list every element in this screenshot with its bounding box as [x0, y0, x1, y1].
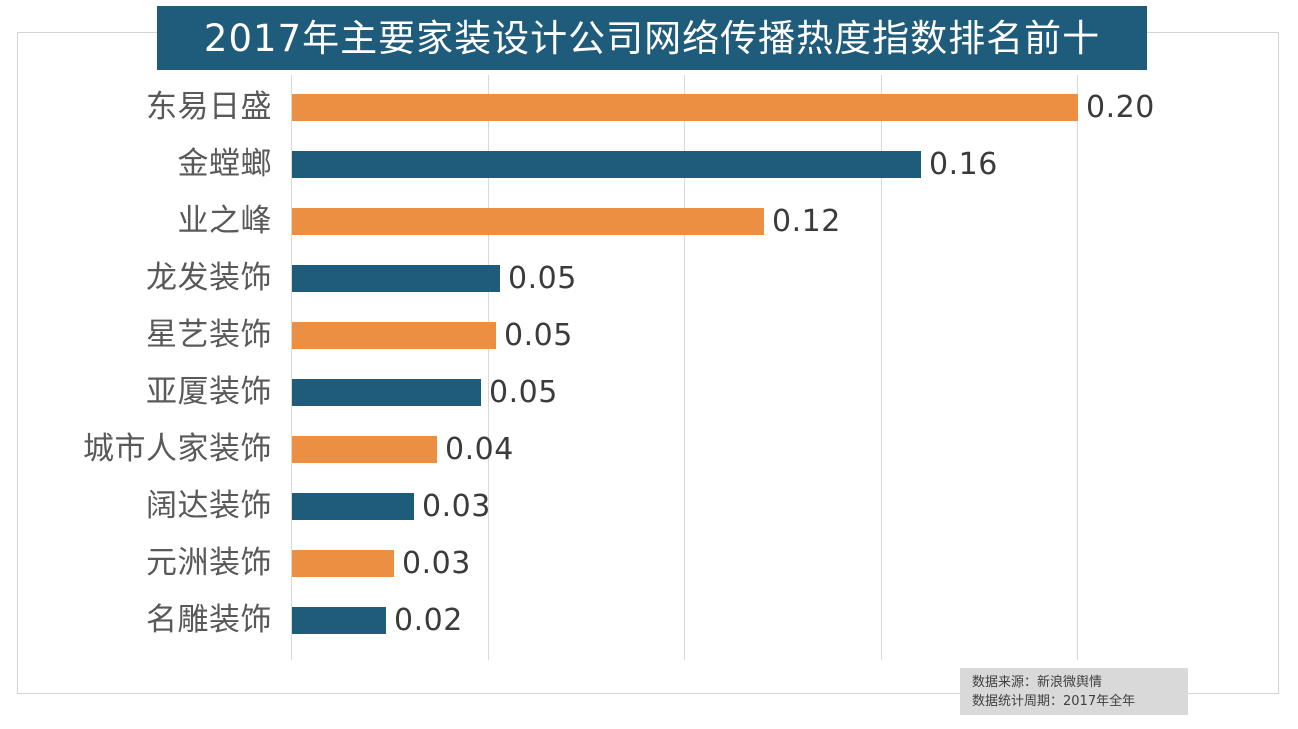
bar-value-label: 0.04: [445, 432, 514, 467]
bar[interactable]: [292, 607, 386, 634]
category-label: 亚厦装饰: [146, 374, 272, 410]
bar-row: 城市人家装饰 0.04: [0, 417, 1298, 474]
category-label: 业之峰: [177, 203, 272, 239]
category-label: 东易日盛: [146, 89, 272, 125]
bar-value-label: 0.20: [1086, 90, 1155, 125]
bar[interactable]: [292, 550, 394, 577]
bar[interactable]: [292, 379, 481, 406]
bar-rows-container: 东易日盛 0.20 金螳螂 0.16 业之峰 0.12 龙发装饰 0.05 星艺装饰 0.05 亚厦…: [0, 75, 1298, 660]
bar[interactable]: [292, 94, 1078, 121]
gridline-3: [880, 75, 882, 660]
category-label: 龙发装饰: [146, 260, 272, 296]
gridline-0: [291, 75, 292, 660]
bar[interactable]: [292, 151, 921, 178]
plot-area: [291, 75, 1078, 660]
category-label: 元洲装饰: [146, 545, 272, 581]
gridline-1: [487, 75, 489, 660]
bar[interactable]: [292, 493, 414, 520]
bar-value-label: 0.05: [508, 261, 577, 296]
gridline-4: [1077, 75, 1078, 660]
bar-row: 东易日盛 0.20: [0, 75, 1298, 132]
source-line-origin: 数据来源：新浪微舆情: [972, 675, 1103, 690]
page-title: 2017年主要家装设计公司网络传播热度指数排名前十: [203, 16, 1101, 60]
source-line-period: 数据统计周期：2017年全年: [972, 694, 1136, 709]
bar-value-label: 0.05: [489, 375, 558, 410]
bar[interactable]: [292, 436, 437, 463]
bar-row: 亚厦装饰 0.05: [0, 360, 1298, 417]
category-label: 阔达装饰: [146, 488, 272, 524]
category-label: 金螳螂: [177, 146, 272, 182]
bar-row: 金螳螂 0.16: [0, 132, 1298, 189]
bar-value-label: 0.16: [929, 147, 998, 182]
bar-row: 阔达装饰 0.03: [0, 474, 1298, 531]
chart-title-banner: 2017年主要家装设计公司网络传播热度指数排名前十: [157, 6, 1147, 70]
bar-value-label: 0.02: [394, 603, 463, 638]
bar-value-label: 0.03: [422, 489, 491, 524]
bar-row: 星艺装饰 0.05: [0, 303, 1298, 360]
source-note: 数据来源：新浪微舆情 数据统计周期：2017年全年: [960, 668, 1188, 715]
category-label: 城市人家装饰: [83, 431, 272, 467]
bar-row: 龙发装饰 0.05: [0, 246, 1298, 303]
bar-value-label: 0.12: [772, 204, 841, 239]
bar-value-label: 0.03: [402, 546, 471, 581]
bar-row: 名雕装饰 0.02: [0, 588, 1298, 645]
category-label: 星艺装饰: [146, 317, 272, 353]
bar-value-label: 0.05: [504, 318, 573, 353]
gridline-2: [684, 75, 685, 660]
bar[interactable]: [292, 265, 500, 292]
bar-row: 业之峰 0.12: [0, 189, 1298, 246]
category-label: 名雕装饰: [146, 602, 272, 638]
bar-row: 元洲装饰 0.03: [0, 531, 1298, 588]
bar[interactable]: [292, 208, 764, 235]
bar[interactable]: [292, 322, 496, 349]
